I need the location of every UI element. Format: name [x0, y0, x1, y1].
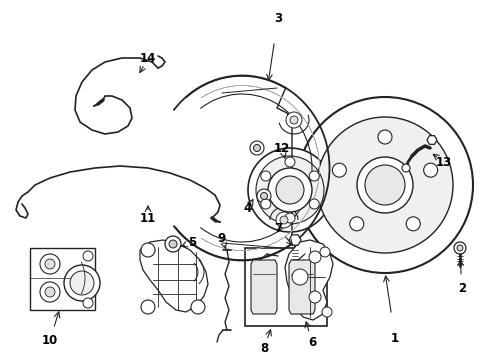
Circle shape — [64, 265, 100, 301]
Circle shape — [164, 236, 181, 252]
Circle shape — [40, 254, 60, 274]
Circle shape — [249, 141, 264, 155]
Circle shape — [40, 282, 60, 302]
Circle shape — [285, 157, 294, 167]
Text: 8: 8 — [259, 342, 267, 355]
Circle shape — [308, 291, 320, 303]
Circle shape — [423, 163, 437, 177]
Text: 3: 3 — [273, 12, 282, 24]
Text: 1: 1 — [390, 332, 398, 345]
Circle shape — [456, 245, 462, 251]
Circle shape — [45, 287, 55, 297]
Text: 7: 7 — [273, 221, 282, 234]
Polygon shape — [288, 260, 314, 314]
Circle shape — [280, 216, 287, 224]
Circle shape — [260, 193, 267, 199]
Circle shape — [308, 199, 319, 209]
Circle shape — [275, 176, 304, 204]
Circle shape — [267, 168, 311, 212]
Circle shape — [191, 300, 204, 314]
Circle shape — [285, 213, 294, 223]
Circle shape — [401, 164, 409, 172]
Circle shape — [83, 298, 93, 308]
Circle shape — [247, 148, 331, 232]
Circle shape — [308, 251, 320, 263]
Bar — [244, 248, 326, 326]
Circle shape — [141, 300, 155, 314]
Text: 9: 9 — [218, 231, 225, 244]
Circle shape — [349, 217, 363, 231]
Circle shape — [275, 212, 291, 228]
Polygon shape — [30, 248, 95, 310]
Circle shape — [356, 157, 412, 213]
Text: 11: 11 — [140, 211, 156, 225]
Circle shape — [406, 217, 419, 231]
Text: 13: 13 — [435, 156, 451, 168]
Circle shape — [289, 116, 297, 124]
Circle shape — [260, 199, 270, 209]
Text: 10: 10 — [42, 333, 58, 346]
Text: 12: 12 — [273, 141, 289, 154]
Circle shape — [257, 189, 270, 203]
Circle shape — [169, 240, 177, 248]
Text: 5: 5 — [187, 235, 196, 248]
Circle shape — [285, 112, 302, 128]
Circle shape — [45, 259, 55, 269]
Circle shape — [291, 269, 307, 285]
Circle shape — [321, 307, 331, 317]
Polygon shape — [288, 235, 301, 245]
Circle shape — [70, 271, 94, 295]
Polygon shape — [250, 260, 276, 314]
Polygon shape — [426, 136, 436, 144]
Circle shape — [453, 242, 465, 254]
Text: 2: 2 — [457, 282, 465, 294]
Text: 6: 6 — [307, 336, 315, 348]
Circle shape — [256, 156, 324, 224]
Circle shape — [377, 130, 391, 144]
Circle shape — [141, 243, 155, 257]
Circle shape — [316, 117, 452, 253]
Circle shape — [253, 144, 260, 152]
Text: 4: 4 — [244, 202, 252, 215]
Circle shape — [364, 165, 404, 205]
Polygon shape — [285, 240, 332, 320]
Circle shape — [296, 97, 472, 273]
Text: 14: 14 — [140, 51, 156, 64]
Circle shape — [260, 171, 270, 181]
Circle shape — [83, 251, 93, 261]
Polygon shape — [140, 240, 207, 312]
Circle shape — [319, 247, 329, 257]
Circle shape — [332, 163, 346, 177]
Circle shape — [308, 171, 319, 181]
